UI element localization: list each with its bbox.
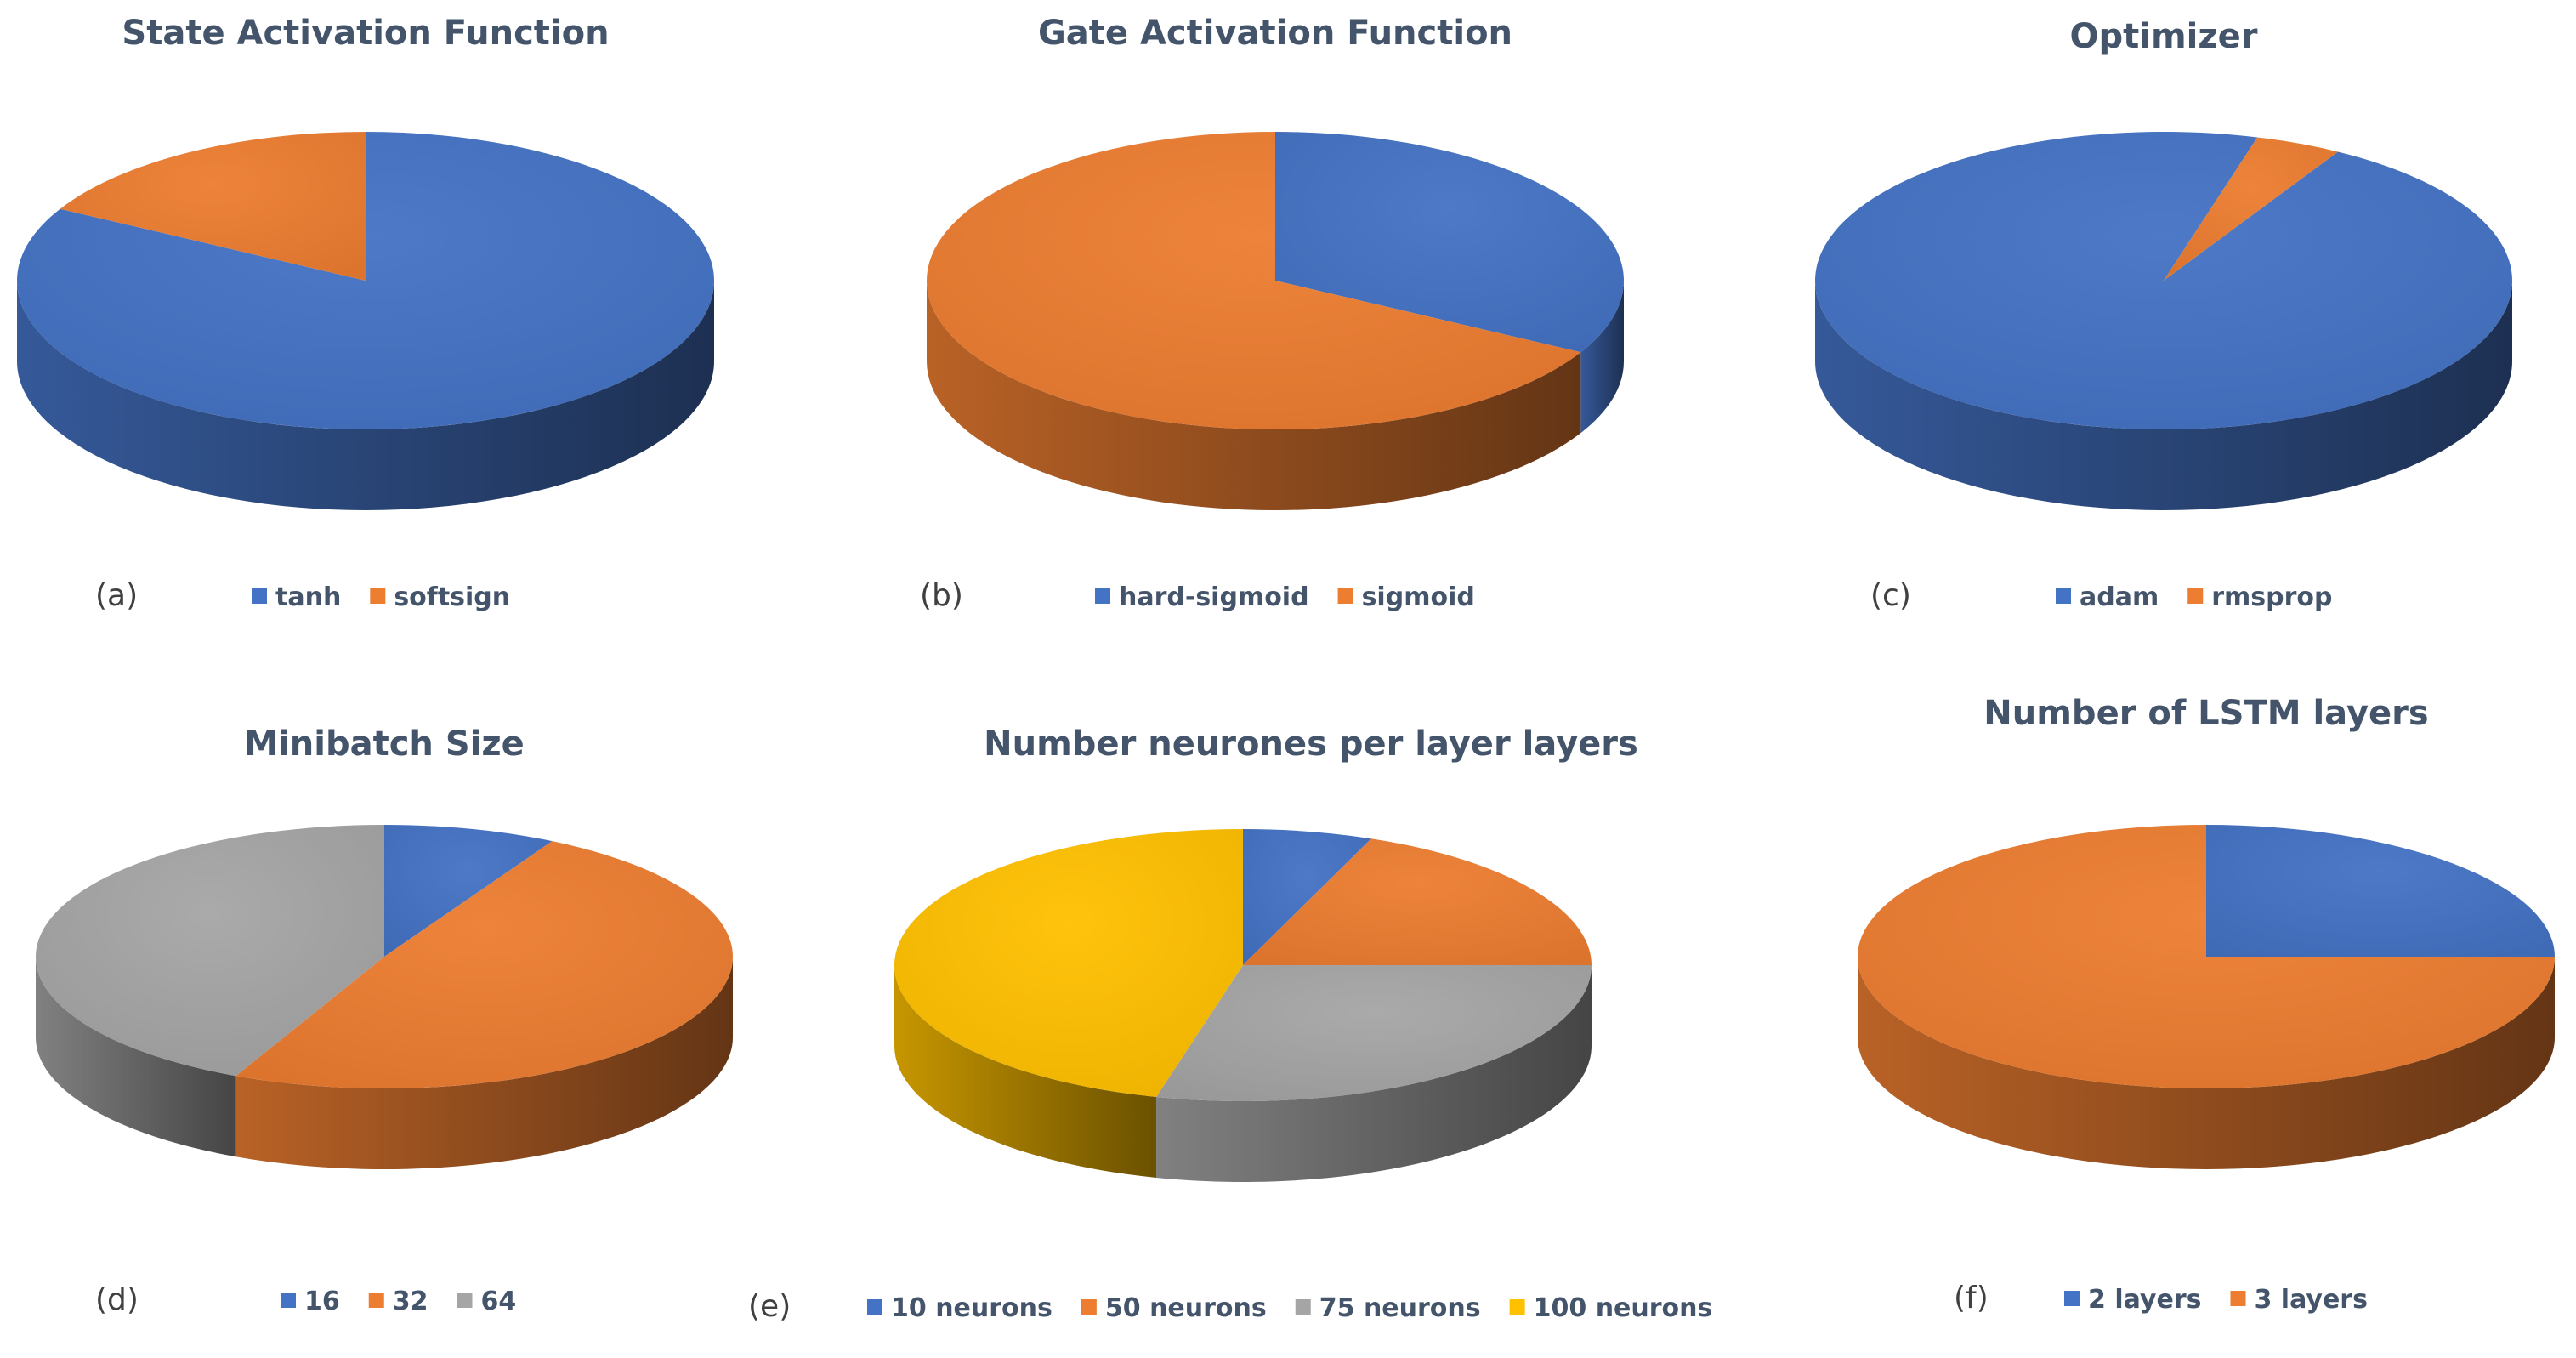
panel-label: (e) — [748, 1289, 791, 1324]
pie-slice-16 — [384, 825, 553, 957]
legend-swatch — [1095, 588, 1110, 604]
legend-swatch — [1295, 1299, 1311, 1315]
legend-label: 16 — [304, 1287, 340, 1316]
chart-title: Optimizer — [2070, 17, 2258, 56]
legend-label: 64 — [481, 1287, 517, 1316]
pie-chart-5: Number of LSTM layers (f) 2 layers 3 layers — [1858, 694, 2555, 1315]
pie-slice-10 neurons — [1243, 829, 1371, 965]
legend: 16 32 64 — [281, 1287, 516, 1316]
legend: hard-sigmoid sigmoid — [1095, 582, 1475, 612]
pie-tops — [927, 132, 1625, 430]
pie-slice-sigmoid — [927, 132, 1581, 430]
legend-swatch — [1337, 588, 1353, 604]
legend-label: sigmoid — [1362, 582, 1475, 612]
legend-label: 32 — [393, 1287, 428, 1316]
legend: adam rmsprop — [2056, 582, 2333, 612]
pie-side-64 — [35, 957, 236, 1157]
legend-swatch — [370, 588, 386, 604]
pie-side-hard-sigmoid — [1580, 281, 1624, 434]
pie-slice-64 — [35, 825, 384, 1077]
pie-sides — [1858, 957, 2555, 1169]
pie-chart-1: Gate Activation Function (b) hard-sigmoid s… — [920, 14, 1625, 613]
legend-label: hard-sigmoid — [1119, 582, 1309, 612]
legend-swatch — [1509, 1299, 1525, 1315]
pie-tops — [1814, 131, 2512, 429]
pie-side-tanh — [17, 281, 714, 510]
pie-tops — [1858, 825, 2555, 1088]
legend-label: 100 neurons — [1534, 1293, 1713, 1323]
pie-side-3 layers — [1858, 957, 2555, 1169]
legend-label: softsign — [394, 582, 510, 612]
legend-label: rmsprop — [2211, 582, 2332, 612]
pie-slice-softsign — [60, 132, 366, 281]
pie-slice-32 — [235, 841, 733, 1088]
pie-slice-hard-sigmoid — [1275, 132, 1625, 353]
panel-label: (b) — [920, 578, 963, 613]
panel-label: (d) — [95, 1282, 139, 1317]
chart-title: Gate Activation Function — [1038, 14, 1512, 53]
pie-slice-75 neurons — [1156, 965, 1592, 1101]
pie-chart-4: Number neurones per layer layers (e) 10 ne… — [748, 724, 1712, 1324]
legend: tanh softsign — [252, 582, 510, 612]
pie-tops — [894, 829, 1592, 1101]
chart-title: Number of LSTM layers — [1983, 694, 2428, 733]
legend-swatch — [2230, 1291, 2246, 1306]
legend-label: 3 layers — [2254, 1285, 2367, 1315]
chart-title: Number neurones per layer layers — [984, 724, 1638, 764]
pie-slice-100 neurons — [894, 829, 1243, 1097]
panel-label: (f) — [1954, 1281, 1989, 1315]
legend-swatch — [457, 1293, 473, 1308]
pie-sides — [17, 281, 714, 510]
legend: 10 neurons 50 neurons 75 neurons 100 neuron… — [867, 1293, 1712, 1323]
legend-label: 10 neurons — [891, 1293, 1053, 1323]
legend-label: adam — [2080, 582, 2159, 612]
legend-swatch — [2187, 588, 2204, 604]
panel-label: (a) — [95, 578, 138, 613]
legend-swatch — [281, 1293, 296, 1308]
pie-sides — [35, 957, 733, 1169]
chart-title: State Activation Function — [122, 14, 609, 53]
pie-slice-3 layers — [1858, 825, 2555, 1088]
pie-sides — [894, 965, 1592, 1182]
pie-slice-rmsprop — [2164, 137, 2338, 281]
pie-sides — [1815, 281, 2512, 510]
pie-slice-50 neurons — [1243, 838, 1592, 965]
pie-side-100 neurons — [894, 965, 1157, 1178]
pie-side-sigmoid — [927, 281, 1581, 510]
pie-tops — [35, 825, 733, 1088]
legend-label: tanh — [275, 582, 341, 612]
legend-swatch — [867, 1299, 882, 1315]
legend: 2 layers 3 layers — [2064, 1285, 2368, 1315]
legend-swatch — [1081, 1299, 1097, 1315]
pie-slice-2 layers — [2206, 825, 2555, 957]
pie-chart-0: State Activation Function (a) tanh softsign — [17, 14, 714, 613]
pie-side-32 — [235, 957, 733, 1169]
pie-slice-tanh — [17, 132, 714, 429]
legend-label: 50 neurons — [1105, 1293, 1267, 1323]
pie-sides — [927, 281, 1624, 510]
chart-title: Minibatch Size — [244, 724, 525, 764]
legend-label: 75 neurons — [1319, 1293, 1481, 1323]
pie-chart-3: Minibatch Size (d) 16 32 64 — [35, 724, 733, 1317]
legend-swatch — [368, 1293, 384, 1308]
legend-label: 2 layers — [2088, 1285, 2201, 1315]
pie-side-75 neurons — [1156, 965, 1592, 1182]
legend-swatch — [2064, 1291, 2080, 1306]
pie-side-adam — [1815, 281, 2512, 510]
pie-chart-2: Optimizer (c) adam rmsprop — [1814, 17, 2512, 613]
legend-swatch — [252, 588, 267, 604]
legend-swatch — [2056, 588, 2071, 604]
panel-label: (c) — [1870, 578, 1911, 613]
pie-tops — [17, 132, 714, 429]
